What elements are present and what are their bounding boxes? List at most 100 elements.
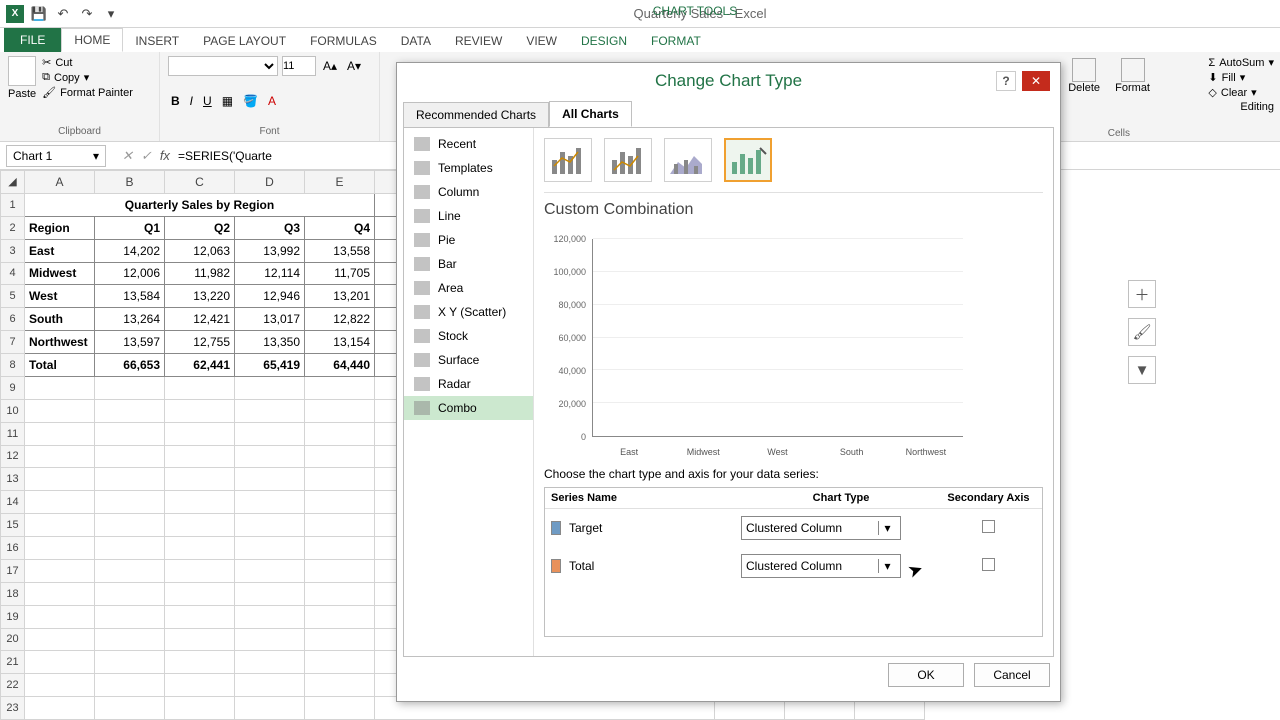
category-column[interactable]: Column — [404, 180, 533, 204]
delete-button[interactable]: Delete — [1068, 58, 1100, 94]
chart-filter-button[interactable]: ▼ — [1128, 356, 1156, 384]
cell[interactable]: 13,220 — [165, 285, 235, 308]
increase-font-icon[interactable]: A▴ — [320, 57, 340, 75]
cell[interactable]: 66,653 — [95, 354, 165, 377]
col-hdr[interactable]: D — [235, 171, 305, 194]
cell[interactable]: 13,154 — [305, 331, 375, 354]
cell[interactable]: 12,063 — [165, 239, 235, 262]
category-x-y--scatter-[interactable]: X Y (Scatter) — [404, 300, 533, 324]
chart-elements-button[interactable]: ＋ — [1128, 280, 1156, 308]
category-radar[interactable]: Radar — [404, 372, 533, 396]
cell[interactable]: 12,114 — [235, 262, 305, 285]
font-size-select[interactable] — [282, 56, 316, 76]
cell[interactable]: 13,201 — [305, 285, 375, 308]
col-hdr[interactable]: B — [95, 171, 165, 194]
row-hdr[interactable]: 2 — [1, 216, 25, 239]
fill-button[interactable]: ⬇Fill ▾ — [1208, 71, 1274, 84]
row-hdr[interactable]: 22 — [1, 674, 25, 697]
decrease-font-icon[interactable]: A▾ — [344, 57, 364, 75]
tab-review[interactable]: REVIEW — [443, 30, 514, 52]
cell[interactable]: 13,350 — [235, 331, 305, 354]
row-hdr[interactable]: 5 — [1, 285, 25, 308]
tab-formulas[interactable]: FORMULAS — [298, 30, 389, 52]
tab-insert[interactable]: INSERT — [123, 30, 191, 52]
cell[interactable]: 12,421 — [165, 308, 235, 331]
row-hdr[interactable]: 15 — [1, 514, 25, 537]
cell[interactable]: 11,705 — [305, 262, 375, 285]
cell[interactable]: 65,419 — [235, 354, 305, 377]
row-hdr[interactable]: 10 — [1, 399, 25, 422]
fx-icon[interactable]: fx — [160, 148, 170, 163]
subtype-custom-combo[interactable] — [724, 138, 772, 182]
tab-view[interactable]: VIEW — [514, 30, 569, 52]
col-hdr[interactable]: C — [165, 171, 235, 194]
chart-styles-button[interactable]: 🖌 — [1128, 318, 1156, 346]
subtype-clustered-col-line-sec[interactable] — [604, 138, 652, 182]
row-hdr[interactable]: 23 — [1, 697, 25, 720]
cell[interactable]: 64,440 — [305, 354, 375, 377]
tab-file[interactable]: FILE — [4, 28, 61, 52]
format-button[interactable]: Format — [1115, 58, 1150, 94]
row-hdr[interactable]: 16 — [1, 537, 25, 560]
cell[interactable]: 14,202 — [95, 239, 165, 262]
cell[interactable]: 11,982 — [165, 262, 235, 285]
redo-icon[interactable]: ↷ — [78, 5, 96, 23]
row-hdr[interactable]: 9 — [1, 376, 25, 399]
category-line[interactable]: Line — [404, 204, 533, 228]
tab-data[interactable]: DATA — [389, 30, 443, 52]
category-combo[interactable]: Combo — [404, 396, 533, 420]
clear-button[interactable]: ◇Clear ▾ — [1208, 86, 1274, 99]
format-painter-button[interactable]: 🖌Format Painter — [42, 86, 133, 99]
row-hdr[interactable]: 20 — [1, 628, 25, 651]
cell[interactable]: 12,946 — [235, 285, 305, 308]
tab-page-layout[interactable]: PAGE LAYOUT — [191, 30, 298, 52]
name-box[interactable]: Chart 1 ▾ — [6, 145, 106, 167]
col-hdr[interactable]: E — [305, 171, 375, 194]
row-hdr[interactable]: 3 — [1, 239, 25, 262]
cut-button[interactable]: ✂Cut — [42, 56, 133, 69]
tab-format[interactable]: FORMAT — [639, 30, 713, 52]
tab-all-charts[interactable]: All Charts — [549, 101, 632, 127]
cell[interactable]: 13,558 — [305, 239, 375, 262]
fill-color-button[interactable]: 🪣 — [240, 92, 261, 110]
cell[interactable]: 13,017 — [235, 308, 305, 331]
subtype-clustered-col-line[interactable] — [544, 138, 592, 182]
cell[interactable]: 62,441 — [165, 354, 235, 377]
row-hdr[interactable]: 17 — [1, 559, 25, 582]
copy-button[interactable]: ⧉Copy▾ — [42, 71, 133, 84]
row-hdr[interactable]: 8 — [1, 354, 25, 377]
row-hdr[interactable]: 4 — [1, 262, 25, 285]
category-stock[interactable]: Stock — [404, 324, 533, 348]
category-recent[interactable]: Recent — [404, 132, 533, 156]
cell[interactable]: 13,584 — [95, 285, 165, 308]
category-area[interactable]: Area — [404, 276, 533, 300]
paste-button[interactable]: Paste — [8, 56, 36, 100]
ok-button[interactable]: OK — [888, 663, 964, 687]
cell[interactable]: 12,755 — [165, 331, 235, 354]
italic-button[interactable]: I — [187, 92, 196, 110]
font-color-button[interactable]: A — [265, 92, 279, 110]
border-button[interactable]: ▦ — [219, 92, 236, 110]
chart-type-select[interactable]: Clustered Column▾ — [741, 516, 901, 540]
subtype-stacked-area-col[interactable] — [664, 138, 712, 182]
tab-recommended-charts[interactable]: Recommended Charts — [403, 102, 549, 127]
enter-formula-icon[interactable]: ✓ — [141, 148, 152, 164]
cell[interactable]: 12,006 — [95, 262, 165, 285]
cell[interactable]: 12,822 — [305, 308, 375, 331]
category-bar[interactable]: Bar — [404, 252, 533, 276]
select-all[interactable]: ◢ — [1, 171, 25, 194]
cell[interactable]: 13,597 — [95, 331, 165, 354]
chart-type-select[interactable]: Clustered Column▾ — [741, 554, 901, 578]
row-hdr[interactable]: 12 — [1, 445, 25, 468]
category-surface[interactable]: Surface — [404, 348, 533, 372]
cell[interactable]: 13,992 — [235, 239, 305, 262]
save-icon[interactable]: 💾 — [30, 5, 48, 23]
cell[interactable]: 13,264 — [95, 308, 165, 331]
col-hdr[interactable]: A — [25, 171, 95, 194]
row-hdr[interactable]: 11 — [1, 422, 25, 445]
qat-customize-icon[interactable]: ▾ — [102, 5, 120, 23]
undo-icon[interactable]: ↶ — [54, 5, 72, 23]
tab-design[interactable]: DESIGN — [569, 30, 639, 52]
row-hdr[interactable]: 1 — [1, 193, 25, 216]
dialog-close-button[interactable]: ✕ — [1022, 71, 1050, 91]
